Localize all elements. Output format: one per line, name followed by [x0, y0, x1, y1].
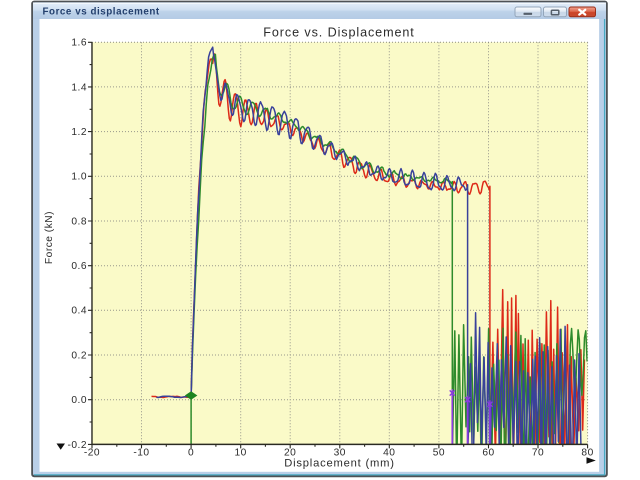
svg-text:1.6: 1.6	[71, 38, 87, 49]
svg-text:1.2: 1.2	[71, 127, 87, 138]
svg-text:Force vs. Displacement: Force vs. Displacement	[263, 26, 414, 40]
svg-text:-20: -20	[84, 448, 100, 459]
svg-text:Force (kN): Force (kN)	[44, 211, 55, 264]
svg-text:Displacement (mm): Displacement (mm)	[284, 458, 395, 470]
svg-text:0.2: 0.2	[71, 350, 87, 361]
svg-text:1.0: 1.0	[71, 172, 87, 183]
svg-text:Force vs displacement: Force vs displacement	[43, 7, 160, 18]
svg-text:0.8: 0.8	[71, 216, 87, 227]
svg-text:50: 50	[433, 448, 445, 459]
svg-text:20: 20	[284, 448, 296, 459]
svg-text:70: 70	[532, 448, 544, 459]
svg-text:-0.2: -0.2	[67, 440, 87, 451]
svg-text:-10: -10	[133, 448, 149, 459]
svg-text:30: 30	[334, 448, 346, 459]
svg-text:10: 10	[235, 448, 247, 459]
svg-text:0.6: 0.6	[71, 261, 87, 272]
svg-text:0: 0	[188, 448, 194, 459]
svg-text:40: 40	[383, 448, 395, 459]
svg-text:60: 60	[482, 448, 494, 459]
svg-text:0.0: 0.0	[71, 395, 87, 406]
svg-text:80: 80	[581, 448, 593, 459]
svg-text:0.4: 0.4	[71, 306, 87, 317]
svg-text:1.4: 1.4	[71, 82, 87, 93]
